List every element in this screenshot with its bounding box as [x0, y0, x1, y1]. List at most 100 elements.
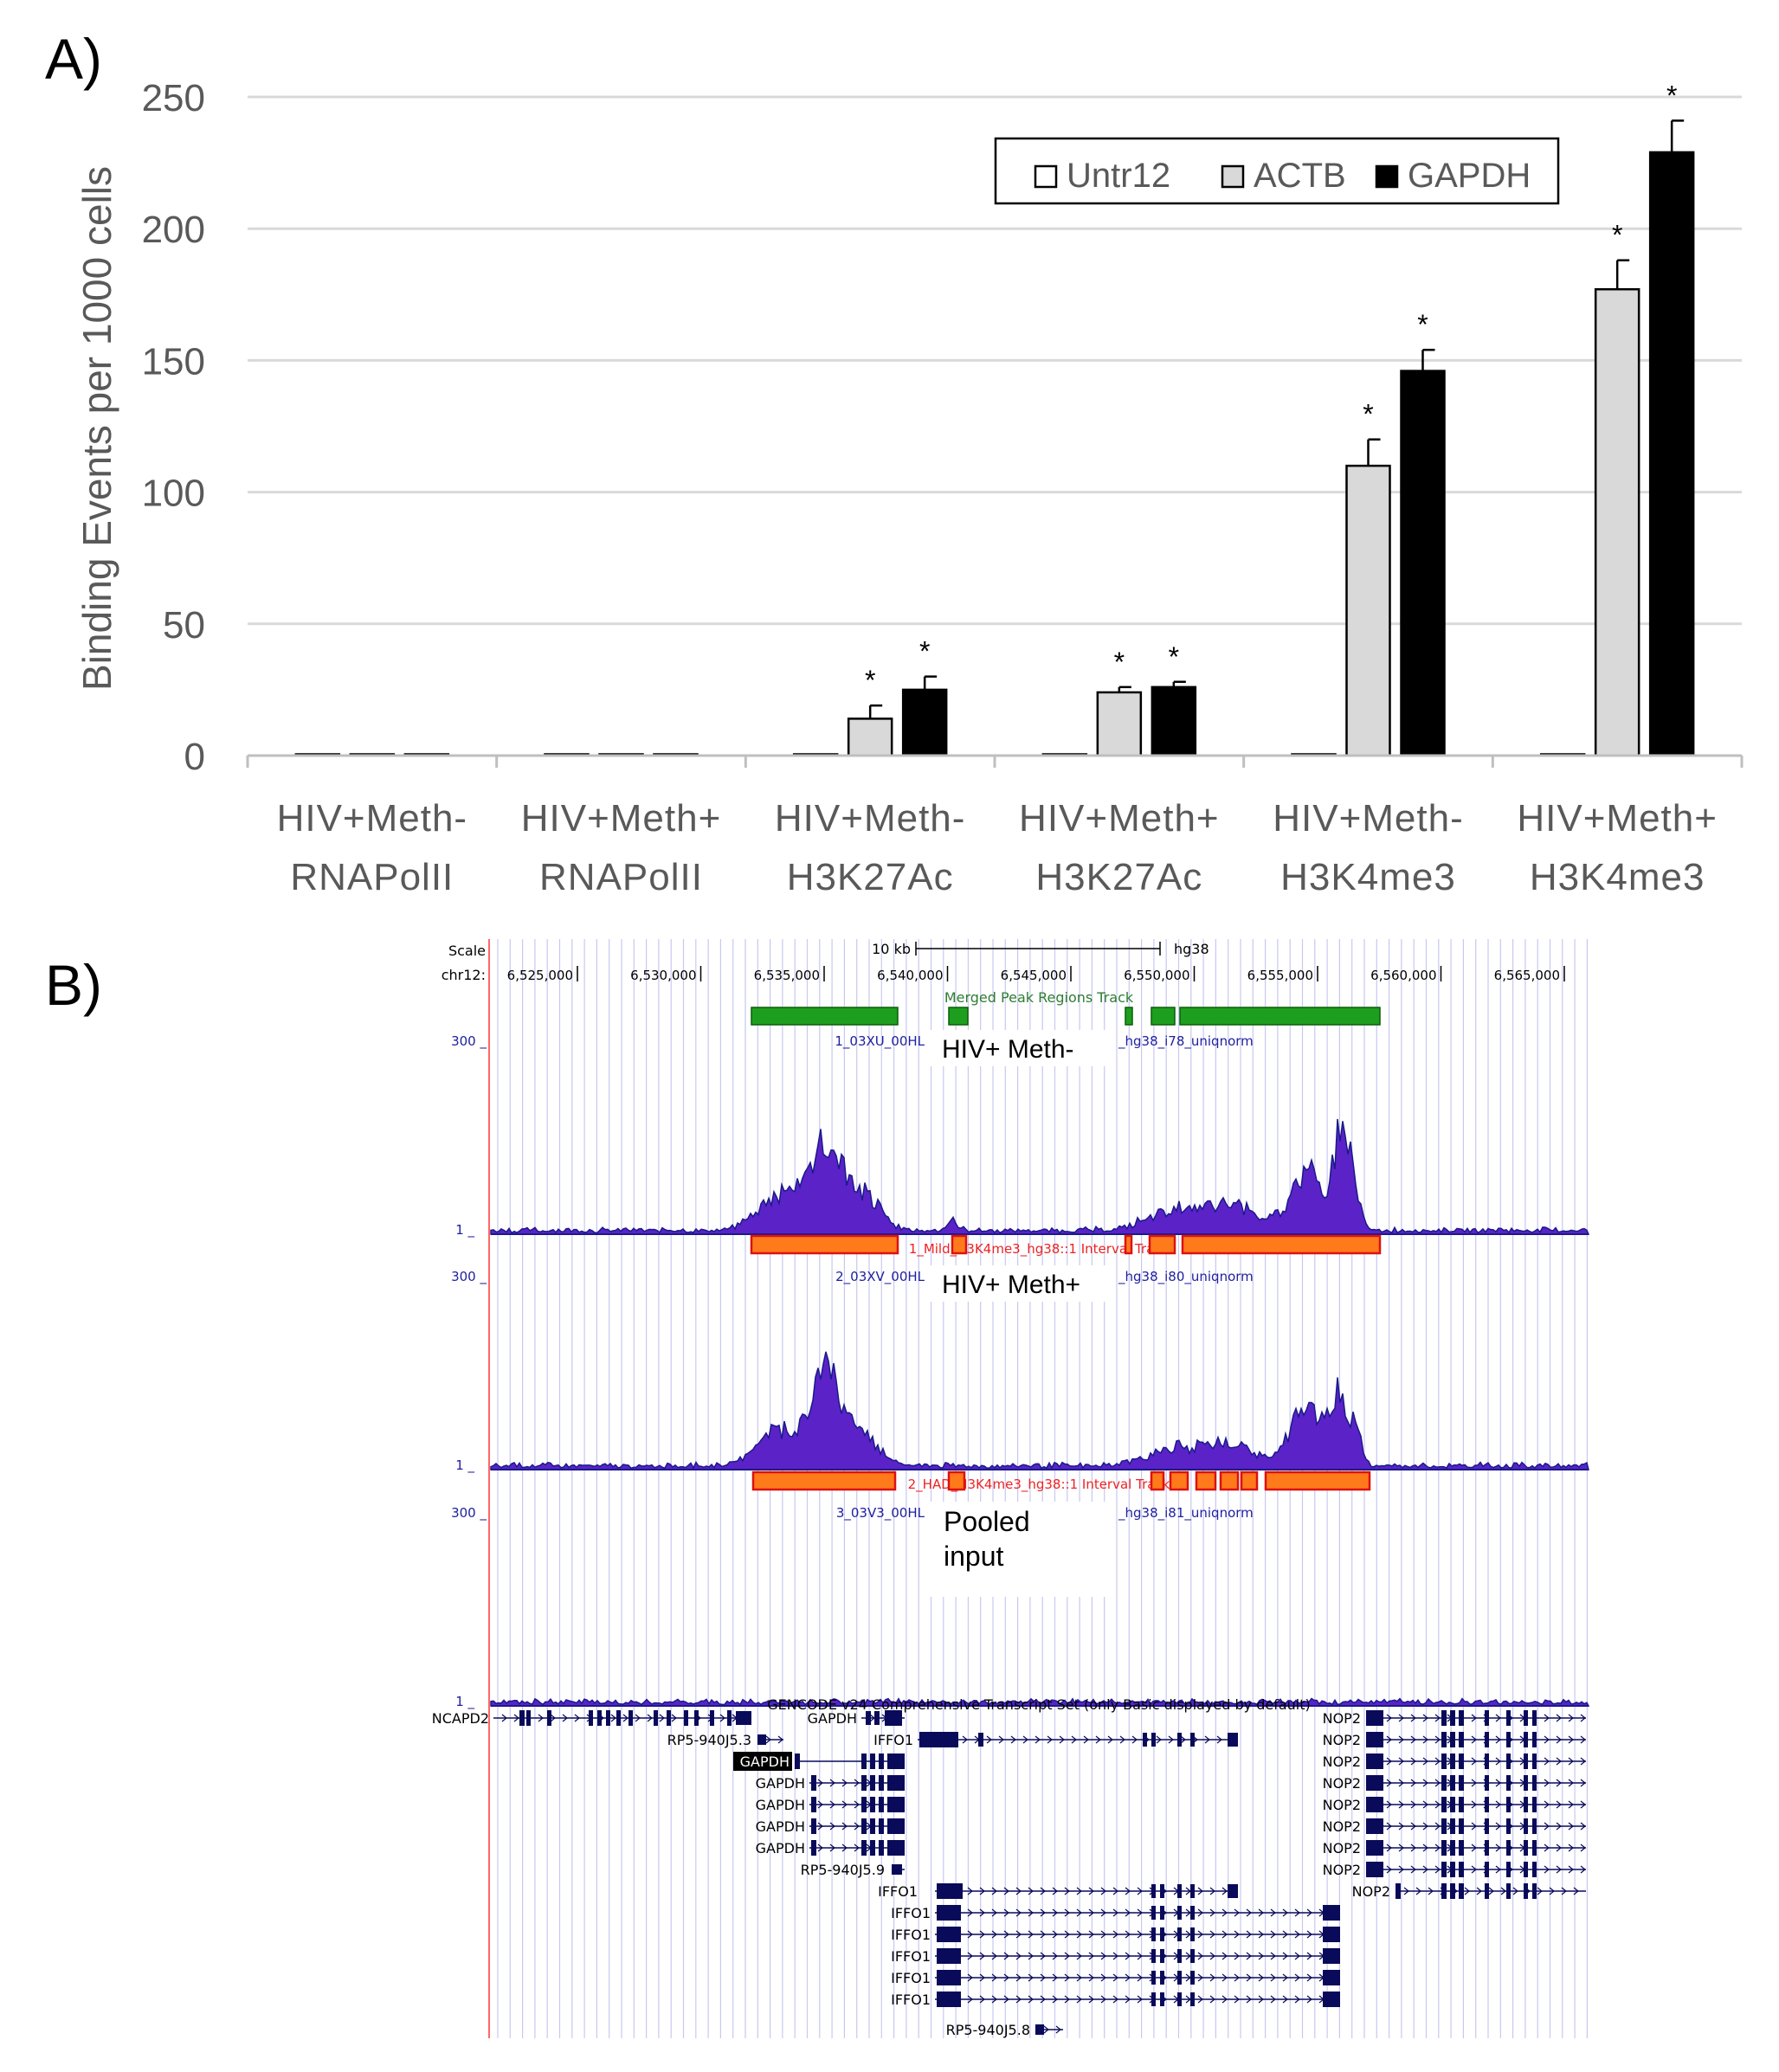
gene-iffo1-strand-arrow [1040, 1930, 1046, 1939]
gene-iffo1-strand-arrow [1071, 1735, 1077, 1744]
gene-nop2-strand-arrow [1568, 1779, 1574, 1787]
gene-iffo1-strand-arrow [1246, 1952, 1252, 1960]
x-tick-label: HIV+Meth- [775, 797, 966, 840]
gene-iffo1-strand-arrow [1083, 1735, 1089, 1744]
gene-iffo1-strand-arrow [1209, 1973, 1215, 1982]
gene-iffo1-exon [1323, 1970, 1340, 1985]
gene-nop2-exon [1459, 1753, 1464, 1769]
gene-gapdh-strand-arrow [841, 1800, 848, 1809]
gene-iffo1-strand-arrow [1197, 1973, 1203, 1982]
gene-iffo1-exon [1160, 1971, 1164, 1985]
significance-marker: * [1666, 80, 1677, 111]
gene-nop2-strand-arrow [1568, 1735, 1574, 1744]
gene-iffo1-strand-arrow [1221, 1973, 1228, 1982]
gene-iffo1-strand-arrow [1270, 1930, 1276, 1939]
significance-marker: * [1363, 399, 1373, 430]
interval-region [1264, 1470, 1371, 1491]
gene-gapdh-exon [870, 1840, 875, 1856]
gene-gapdh-exon [811, 1818, 816, 1834]
gene-iffo1-strand-arrow [1100, 1930, 1106, 1939]
gene-gapdh-exon [879, 1818, 884, 1834]
gene-nop2-strand-arrow [1568, 1800, 1574, 1809]
gene-nop2-exon [1506, 1710, 1511, 1726]
gene-iffo1-strand-arrow [1209, 1995, 1215, 2004]
gene-iffo1-strand-arrow [1112, 1995, 1118, 2004]
gene-iffo1-strand-arrow [1010, 1735, 1016, 1744]
gene-ncapd2-strand-arrow [574, 1714, 580, 1722]
gene-nop2-exon [1532, 1840, 1537, 1856]
gene-iffo1-strand-arrow [1234, 1995, 1240, 2004]
gene-nop2-exon [1532, 1797, 1537, 1812]
gene-nop2-strand-arrow [1544, 1865, 1550, 1874]
gene-iffo1-strand-arrow [1028, 1887, 1034, 1895]
gene-nop2-strand-arrow [1471, 1735, 1477, 1744]
gene-iffo1-strand-arrow [1112, 1887, 1118, 1895]
track-name-box [926, 1265, 1108, 1302]
gene-iffo1-exon [1151, 1949, 1156, 1963]
gene-ncapd2-strand-arrow [550, 1714, 556, 1722]
gene-nop2-label: NOP2 [1323, 1753, 1361, 1770]
gene-nop2-exon [1450, 1862, 1455, 1877]
legend-label-gapdh: GAPDH [1408, 157, 1531, 195]
gene-nop2-exon [1459, 1797, 1464, 1812]
scale-bar-label: 10 kb [872, 941, 911, 957]
gene-iffo1-strand-arrow [1197, 1995, 1203, 2004]
gene-iffo1-strand-arrow [1028, 1952, 1034, 1960]
gene-rp5-940j5-3-label: RP5-940J5.3 [667, 1732, 751, 1748]
gene-ncapd2-exon [547, 1710, 551, 1726]
gene-nop2-strand-arrow [1580, 1714, 1586, 1722]
gene-rp5-940j5-3-strand-arrow [777, 1735, 783, 1744]
gene-nop2-strand-arrow [1580, 1735, 1586, 1744]
gene-ncapd2-strand-arrow [719, 1714, 725, 1722]
gene-nop2-strand-arrow [1434, 1844, 1441, 1852]
gene-iffo1-strand-arrow [1156, 1735, 1162, 1744]
gene-iffo1-strand-arrow [967, 1995, 973, 2004]
gene-iffo1-strand-arrow [1052, 1973, 1058, 1982]
gene-iffo1-strand-arrow [1088, 1973, 1094, 1982]
gene-iffo1-strand-arrow [1003, 1952, 1009, 1960]
gene-iffo1-strand-arrow [1234, 1952, 1240, 1960]
x-tick-label: HIV+Meth+ [1517, 797, 1718, 840]
gene-nop2-label: NOP2 [1323, 1732, 1361, 1748]
gene-iffo1-strand-arrow [1137, 1930, 1143, 1939]
gene-gapdh-exon [861, 1775, 867, 1791]
gene-iffo1-strand-arrow [1040, 1973, 1046, 1982]
gene-nop2-exon [1441, 1775, 1447, 1791]
gene-iffo1-strand-arrow [1015, 1887, 1022, 1895]
gene-iffo1-exon [978, 1733, 983, 1747]
gene-iffo1-exon [1177, 1884, 1182, 1898]
position-label: 6,550,000 [1124, 968, 1189, 983]
gene-iffo1-strand-arrow [986, 1735, 992, 1744]
bar-gapdh [901, 688, 948, 757]
gene-iffo1-exon [1323, 1905, 1340, 1921]
track-name-box [926, 1030, 1108, 1066]
gene-nop2-strand-arrow [1495, 1822, 1501, 1831]
interval-region [750, 1234, 899, 1255]
gene-nop2-strand-arrow [1495, 1757, 1501, 1766]
gene-iffo1-strand-arrow [967, 1930, 973, 1939]
browser-header: Scale 10 kb hg38 chr12: 6,525,000 6,530,000 6,… [442, 941, 1565, 1026]
position-label: 6,555,000 [1247, 968, 1313, 983]
gene-nop2-exon [1366, 1840, 1383, 1856]
gene-nop2-label: NOP2 [1323, 1840, 1361, 1856]
gene-nop2-exon [1366, 1753, 1383, 1769]
gene-iffo1-exon [937, 1905, 961, 1921]
significance-marker: * [919, 636, 930, 667]
gene-iffo1-exon [1190, 1992, 1195, 2006]
gene-iffo1-strand-arrow [1209, 1952, 1215, 1960]
gene-iffo1-strand-arrow [1076, 1908, 1082, 1917]
gene-nop2-exon [1532, 1883, 1537, 1899]
gene-nop2-strand-arrow [1556, 1714, 1562, 1722]
gencode-title: GENCODE v24 Comprehensive Transcript Set… [767, 1696, 1311, 1713]
axes: 0 50 100 150 200 250 HIV+Meth- RNAPolII HIV+Meth… [142, 77, 1744, 898]
gene-nop2-strand-arrow [1434, 1714, 1441, 1722]
gene-nop2-strand-arrow [1580, 1865, 1586, 1874]
gene-ncapd2-exon [694, 1710, 699, 1726]
gene-nop2-exon [1532, 1818, 1537, 1834]
gene-nop2-strand-arrow [1544, 1822, 1550, 1831]
gene-iffo1-strand-arrow [1088, 1952, 1094, 1960]
gene-iffo1-strand-arrow [979, 1973, 985, 1982]
gene-iffo1-strand-arrow [1040, 1908, 1046, 1917]
gene-nop2-strand-arrow [1495, 1735, 1501, 1744]
interval-region [951, 1234, 968, 1255]
